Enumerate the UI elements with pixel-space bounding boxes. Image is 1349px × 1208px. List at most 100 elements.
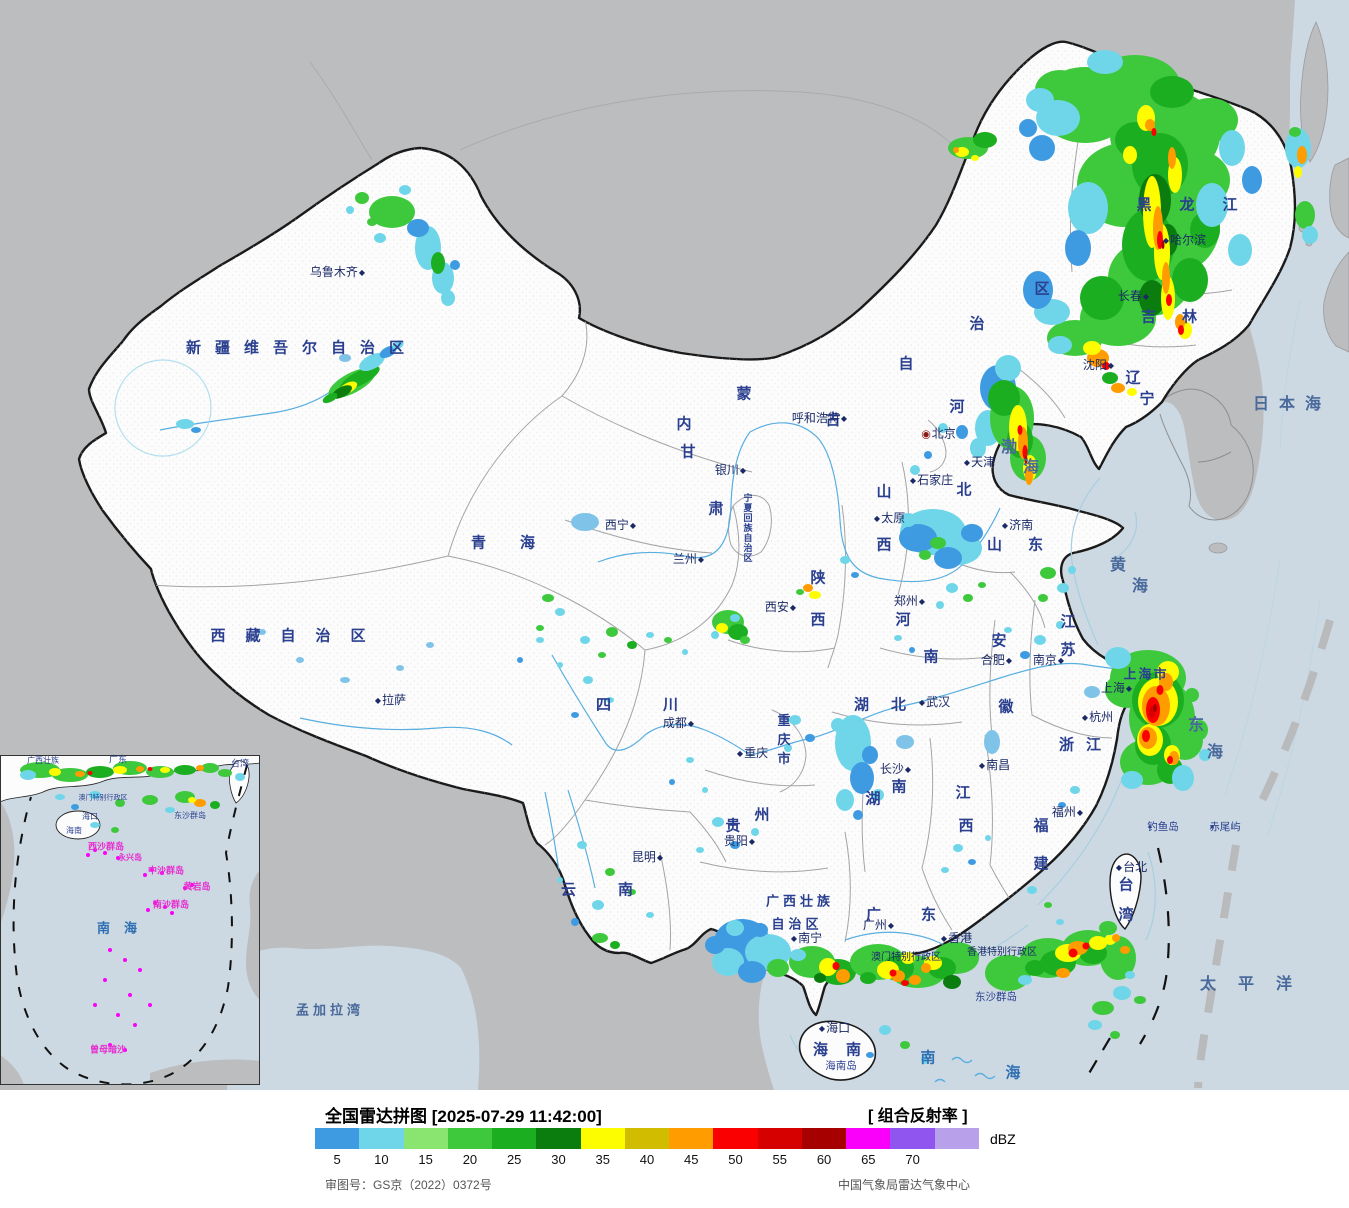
radar-echo [738, 961, 766, 983]
radar-echo [790, 949, 806, 961]
radar-echo [441, 290, 455, 306]
radar-echo [872, 789, 884, 801]
radar-echo [147, 767, 153, 771]
radar-range-ring [114, 359, 212, 457]
radar-echo [111, 827, 119, 833]
radar-echo [1089, 936, 1107, 950]
radar-echo [1157, 231, 1163, 249]
radar-echo [160, 767, 170, 773]
legend-value: 65 [861, 1152, 876, 1167]
radar-echo [170, 911, 174, 915]
legend-value: 45 [684, 1152, 699, 1167]
radar-echo [1038, 594, 1048, 602]
radar-echo [367, 218, 377, 226]
radar-echo [919, 550, 931, 560]
radar-echo [1112, 934, 1120, 942]
legend-swatch [713, 1128, 758, 1149]
radar-echo [1068, 948, 1078, 958]
radar-echo [322, 392, 338, 404]
radar-echo [580, 636, 590, 644]
legend-swatch [447, 1128, 493, 1149]
radar-echo [860, 972, 876, 984]
radar-echo [146, 908, 150, 912]
legend-value: 25 [506, 1152, 522, 1167]
radar-echo [598, 652, 606, 658]
radar-echo [407, 219, 429, 237]
radar-echo [627, 641, 637, 649]
foreign-country-borders [309, 61, 967, 161]
legend-swatch [403, 1128, 448, 1149]
inset-mainland [0, 755, 260, 803]
inset-vietnam [0, 801, 15, 925]
radar-echo [1151, 128, 1157, 136]
jeju-island [1208, 542, 1228, 554]
radar-echo [108, 1043, 112, 1047]
radar-echo [971, 155, 979, 161]
radar-echo [889, 969, 897, 977]
radar-echo [116, 1013, 120, 1017]
radar-echo [909, 647, 915, 653]
radar-echo [557, 662, 563, 668]
radar-echo [555, 608, 565, 616]
radar-echo [1027, 886, 1037, 894]
radar-echo [577, 841, 587, 849]
radar-echo [664, 637, 672, 643]
radar-echo [968, 859, 976, 865]
radar-echo [995, 355, 1021, 381]
radar-echo [1142, 730, 1150, 742]
radar-echo [921, 963, 931, 973]
legend-value: 10 [374, 1152, 389, 1167]
legend-values: 5 10 15 20 25 30 35 40 45 50 55 60 65 70 [315, 1152, 979, 1167]
radar-echo [899, 524, 937, 552]
radar-echo [1024, 456, 1028, 464]
radar-echo [1289, 127, 1301, 137]
radar-echo [985, 835, 991, 841]
south-china-sea-inset [0, 755, 260, 1085]
radar-echo [1295, 201, 1315, 229]
radar-echo [730, 841, 740, 849]
radar-echo [1113, 986, 1131, 1000]
radar-echo [936, 601, 944, 609]
radar-echo [924, 451, 932, 459]
radar-echo [103, 851, 107, 855]
legend-value: 30 [551, 1152, 566, 1167]
radar-echo [115, 799, 125, 807]
radar-echo [831, 718, 845, 732]
radar-echo [901, 952, 915, 964]
radar-echo [138, 968, 142, 972]
radar-echo [1065, 230, 1091, 266]
radar-echo [218, 769, 232, 777]
radar-echo [1123, 146, 1137, 164]
radar-echo [1182, 98, 1238, 142]
radar-echo [711, 631, 719, 639]
radar-echo [153, 901, 157, 905]
radar-echo [517, 657, 523, 663]
radar-echo [103, 978, 107, 982]
product-label: [ 组合反射率 ] [868, 1108, 968, 1125]
radar-echo [355, 192, 369, 204]
radar-echo [1023, 271, 1053, 309]
radar-echo [705, 936, 725, 954]
radar-echo [1029, 135, 1055, 161]
inset-borneo [150, 1059, 260, 1085]
radar-echo [1145, 119, 1155, 131]
radar-echo [956, 425, 968, 439]
radar-echo [1083, 341, 1101, 355]
radar-echo [930, 537, 946, 549]
radar-echo [87, 771, 93, 775]
radar-echo [836, 789, 854, 811]
radar-echo [900, 513, 916, 527]
radar-echo [1082, 942, 1090, 950]
radar-echo [128, 993, 132, 997]
radar-echo [1242, 166, 1262, 194]
radar-echo [1219, 130, 1245, 166]
radar-echo [1025, 467, 1033, 485]
radar-echo [1161, 241, 1165, 249]
radar-echo [1185, 688, 1199, 702]
radar-echo [136, 766, 144, 772]
sea-wave-marks [934, 1056, 996, 1083]
radar-echo [1058, 802, 1066, 808]
radar-echo [646, 912, 654, 918]
legend-swatch [536, 1128, 581, 1149]
